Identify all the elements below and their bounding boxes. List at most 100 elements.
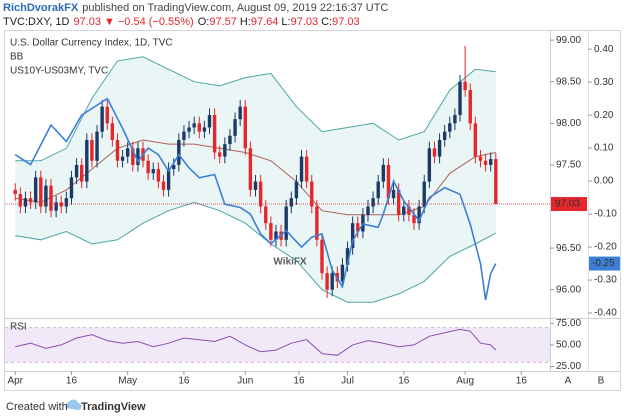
candle-body xyxy=(356,223,360,232)
candle-body xyxy=(182,131,186,140)
candle-body xyxy=(120,156,125,161)
band-line xyxy=(15,201,497,303)
candle-body xyxy=(248,148,253,190)
band-line xyxy=(15,56,496,162)
candle-body xyxy=(177,139,181,165)
legend: TVC:DXY, 1D 97.03 ▼ −0.54 (−0.55%) O:97.57 H:… xyxy=(3,16,360,28)
candle-body xyxy=(258,181,263,207)
y-tick-label: 98.00 xyxy=(556,118,581,129)
candle-body xyxy=(44,185,48,207)
last-price: 97.03 xyxy=(73,16,101,28)
candle-body xyxy=(228,135,232,145)
y-tick-label: 98.50 xyxy=(556,76,581,87)
c-value: 97.03 xyxy=(332,16,360,28)
candle-body xyxy=(345,248,350,265)
o-value: 97.57 xyxy=(209,16,237,28)
candle-body xyxy=(74,164,79,178)
candle-body xyxy=(396,189,401,215)
rsi-band xyxy=(5,327,550,363)
rsi-tick-label: 25.00 xyxy=(556,361,581,372)
candle-body xyxy=(361,214,365,232)
o-label: O: xyxy=(198,16,210,28)
l-value: 97.03 xyxy=(291,16,319,28)
rsi-tick-label: 75.00 xyxy=(556,318,581,329)
y2-tick-label: 0.20 xyxy=(594,110,614,121)
scale-button[interactable]: B xyxy=(598,376,605,387)
rsi-tick-label: 50.00 xyxy=(556,340,581,351)
candle-body xyxy=(187,127,191,132)
candle-body xyxy=(310,181,314,207)
candle-body xyxy=(85,139,89,182)
candle-body xyxy=(330,273,334,290)
y2-tick-label: -0.20 xyxy=(594,242,617,253)
series-tag-label: -0.25 xyxy=(592,258,615,269)
candle-body xyxy=(463,81,467,91)
candle-body xyxy=(146,160,150,174)
candle-body xyxy=(59,202,63,207)
candle-body xyxy=(64,198,69,207)
y2-tick-label: -0.10 xyxy=(594,209,617,220)
candle-body xyxy=(33,177,38,203)
candle-body xyxy=(391,189,396,199)
x-tick-label: 16 xyxy=(516,376,528,387)
y-tick-label: 99.00 xyxy=(556,35,581,46)
candle-body xyxy=(23,198,28,207)
candle-body xyxy=(299,156,304,182)
footer-brand: TradingView xyxy=(81,401,146,413)
candle-body xyxy=(289,198,294,207)
candle-body xyxy=(202,127,207,132)
candle-body xyxy=(110,123,115,140)
candle-body xyxy=(156,169,161,182)
candle-body xyxy=(13,189,17,195)
candle-body xyxy=(320,239,324,274)
candle-body xyxy=(90,139,94,161)
change: −0.54 (−0.55%) xyxy=(118,16,194,28)
candle-body xyxy=(192,123,196,128)
candle-body xyxy=(376,181,380,199)
candle-body xyxy=(427,148,432,182)
candle-body xyxy=(218,152,222,157)
candle-body xyxy=(18,194,23,207)
scale-button[interactable]: A xyxy=(565,376,572,387)
candle-body xyxy=(49,185,53,211)
candle-body xyxy=(325,273,329,290)
x-tick-label: 16 xyxy=(178,376,190,387)
published: published on TradingView.com, August 09,… xyxy=(82,2,388,14)
watermark: WikiFX xyxy=(273,257,307,268)
candle-body xyxy=(366,206,370,215)
candle-body xyxy=(39,177,43,207)
candle-body xyxy=(95,131,99,161)
price-tag xyxy=(551,197,587,212)
y-tick-label: 97.50 xyxy=(556,160,581,171)
c-label: C: xyxy=(321,16,332,28)
footer-text: Created with xyxy=(6,401,68,413)
rsi-title: RSI xyxy=(10,322,27,333)
frame xyxy=(4,30,621,391)
candle-body xyxy=(294,181,299,199)
candle-body xyxy=(197,123,201,132)
candle-body xyxy=(161,181,166,190)
pane-title: U.S. Dollar Currency Index, 1D, TVC xyxy=(10,38,173,49)
x-tick-label: 16 xyxy=(398,376,410,387)
candle-body xyxy=(131,148,135,165)
candle-body xyxy=(269,223,273,240)
y2-tick-label: 0.10 xyxy=(594,143,614,154)
candle-body xyxy=(151,169,155,174)
candle-body xyxy=(473,123,478,157)
x-tick-label: 16 xyxy=(66,376,78,387)
candle-body xyxy=(488,159,493,165)
x-tick-label: Jun xyxy=(237,376,253,387)
candle-body xyxy=(238,106,242,120)
candle-body xyxy=(402,206,406,215)
series-tag xyxy=(589,256,620,271)
candle-body xyxy=(69,177,74,199)
price-tag-label: 97.03 xyxy=(555,199,580,210)
footer-logo xyxy=(65,399,82,410)
header: RichDvorakFX published on TradingView.com… xyxy=(3,2,388,14)
candle-body xyxy=(453,115,457,124)
candle-body xyxy=(458,81,462,116)
author: RichDvorakFX xyxy=(3,2,79,14)
candle-body xyxy=(304,156,309,182)
indicator-name: BB xyxy=(10,52,24,63)
